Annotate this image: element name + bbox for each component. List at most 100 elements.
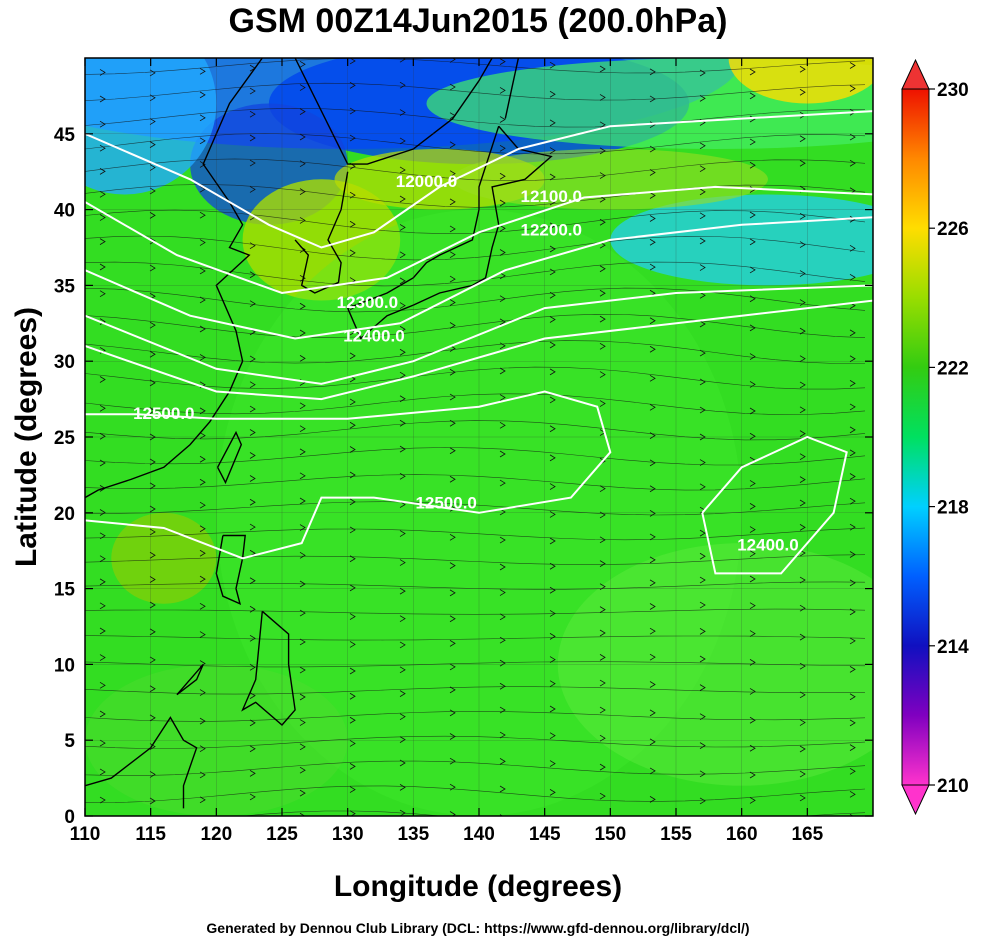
wind-arrow [449,640,456,647]
contour-label: 12200.0 [521,220,582,239]
coastline [294,171,349,294]
wind-arrow [849,473,856,480]
wind-arrow [199,771,206,779]
wind-arrow [399,690,406,697]
x-tick-label: 150 [594,824,626,845]
wind-arrow [399,419,406,427]
wind-arrow [399,395,406,403]
wind-arrow [349,249,356,257]
y-tick-label: 10 [54,655,75,676]
wind-arrow [849,790,856,798]
wind-arrow [649,345,656,353]
wind-arrow [249,271,256,279]
wind-arrow [149,350,156,358]
wind-arrow [549,119,556,127]
wind-arrow [649,263,656,271]
wind-arrow [349,303,356,311]
wind-arrow [449,225,456,233]
wind-arrow [199,501,206,509]
wind-arrow [149,576,156,583]
wind-arrow [349,107,356,115]
wind-arrow [399,195,406,203]
wind-arrow [549,147,556,154]
wind-arrow [499,367,506,375]
wind-arrow [599,195,606,203]
wind-arrow [99,739,106,747]
wind-arrow [499,272,506,280]
wind-arrow [849,355,856,363]
wind-arrow [749,92,756,100]
wind-arrow [299,302,306,310]
coastline [176,663,204,696]
wind-arrow [149,528,156,536]
wind-arrow [799,476,806,483]
wind-arrow [699,406,706,414]
wind-arrow [249,577,256,585]
wind-arrow [299,766,306,774]
wind-arrow [699,628,706,635]
wind-arrow [649,317,656,325]
wind-arrow [849,744,856,751]
wind-arrow [99,376,106,383]
wind-arrow [649,556,656,564]
wind-arrow [299,693,306,701]
wind-arrow [499,731,506,739]
wind-arrow [749,550,756,558]
wind-arrow [299,609,306,617]
wind-arrow [99,796,106,804]
wind-arrow [799,159,806,167]
wind-arrow [249,429,256,436]
wind-arrow [149,505,156,513]
wind-arrow [799,270,806,277]
wind-arrow [549,562,556,570]
contour-line [85,390,612,560]
chart-title: GSM 00Z14Jun2015 (200.0hPa) [229,2,728,40]
wind-arrow [799,794,806,802]
colorbar-tick-label: 210 [937,776,969,797]
x-axis-label: Longitude (degrees) [334,870,622,903]
wind-arrow [749,432,756,440]
wind-arrow [499,682,506,690]
wind-arrow [299,497,306,505]
wind-arrow [349,446,356,453]
wind-arrow [749,797,756,804]
wind-arrow [399,277,406,285]
wind-arrow [249,663,256,671]
wind-arrow [249,159,256,167]
wind-arrow [599,763,606,771]
wind-arrow [399,530,406,537]
contour-label: 12500.0 [133,404,194,423]
coastline [215,534,246,606]
wind-arrow [99,532,106,540]
wind-arrow [299,666,306,674]
wind-arrow [249,452,256,459]
wind-arrow [699,165,706,173]
wind-arrow [549,198,556,206]
wind-arrow [499,421,506,429]
wind-arrow [749,630,756,637]
wind-arrow [299,743,306,751]
y-tick-label: 45 [54,125,76,146]
y-tick-label: 25 [54,428,76,449]
wind-arrow [849,62,856,69]
wind-arrow [499,706,506,714]
wind-arrow [549,586,556,594]
wind-arrow [599,342,606,350]
y-tick-label: 40 [54,201,75,222]
wind-arrow [749,381,756,388]
wind-arrow [299,524,306,531]
wind-arrow [599,654,606,661]
wind-arrow [299,84,306,91]
wind-arrow [299,719,306,726]
wind-arrow [299,425,306,433]
wind-arrow [349,667,356,675]
wind-arrow [549,316,556,323]
wind-arrow [299,160,306,168]
wind-arrow [399,713,406,721]
wind-arrow [199,67,206,75]
wind-arrow [199,137,206,145]
wind-arrow [849,426,856,434]
wind-arrow [849,449,856,457]
wind-arrow [199,211,206,219]
wind-arrow [250,817,255,823]
